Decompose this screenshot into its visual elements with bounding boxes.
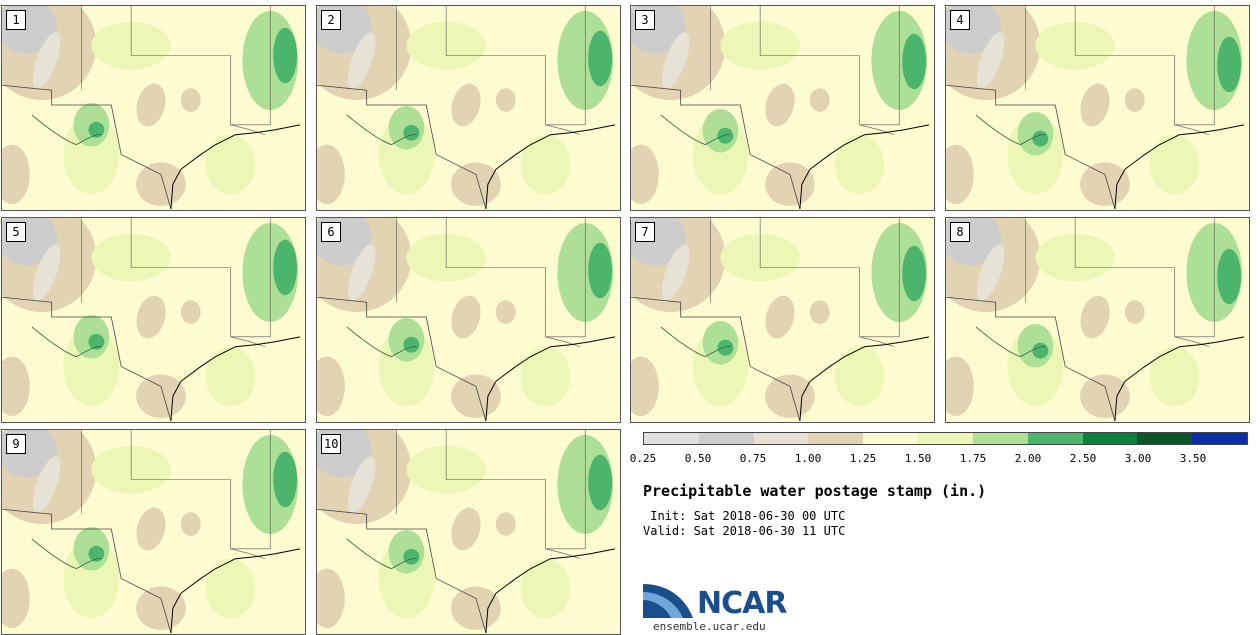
member-number-label: 7 xyxy=(635,222,655,242)
colorbar-tick-label: 1.00 xyxy=(794,452,822,465)
colorbar-swatch xyxy=(918,433,973,444)
init-time: Init: Sat 2018-06-30 00 UTC xyxy=(643,509,846,523)
ncar-logo-icon xyxy=(643,584,693,618)
ncar-logo-text: NCAR xyxy=(697,586,787,621)
colorbar-swatch xyxy=(698,433,754,444)
ensemble-member-panel: 2 xyxy=(316,5,621,211)
ensemble-member-panel: 8 xyxy=(945,217,1250,423)
ensemble-member-panel: 9 xyxy=(1,429,306,635)
member-number-label: 1 xyxy=(6,10,26,30)
colorbar-swatch xyxy=(1027,433,1083,444)
logo-url: ensemble.ucar.edu xyxy=(653,620,766,633)
member-number-label: 8 xyxy=(950,222,970,242)
figure-title: Precipitable water postage stamp (in.) xyxy=(643,482,987,500)
colorbar-tick-label: 0.50 xyxy=(684,452,712,465)
colorbar-swatch xyxy=(1192,433,1247,444)
member-number-label: 5 xyxy=(6,222,26,242)
member-number-label: 9 xyxy=(6,434,26,454)
colorbar-swatch xyxy=(1082,433,1138,444)
colorbar-swatch xyxy=(972,433,1028,444)
ensemble-member-panel: 6 xyxy=(316,217,621,423)
ensemble-member-panel: 5 xyxy=(1,217,306,423)
ensemble-member-panel: 10 xyxy=(316,429,621,635)
colorbar-tick-label: 2.00 xyxy=(1014,452,1042,465)
member-number-label: 4 xyxy=(950,10,970,30)
member-number-label: 3 xyxy=(635,10,655,30)
valid-time: Valid: Sat 2018-06-30 11 UTC xyxy=(643,524,846,538)
colorbar-tick-label: 1.50 xyxy=(904,452,932,465)
ensemble-member-panel: 4 xyxy=(945,5,1250,211)
member-number-label: 10 xyxy=(321,434,342,454)
colorbar-swatch xyxy=(753,433,809,444)
colorbar-tick-label: 3.50 xyxy=(1179,452,1207,465)
colorbar-tick-label: 1.25 xyxy=(849,452,877,465)
ensemble-member-panel: 1 xyxy=(1,5,306,211)
member-number-label: 2 xyxy=(321,10,341,30)
colorbar-swatch xyxy=(808,433,864,444)
colorbar-swatch xyxy=(1137,433,1193,444)
colorbar-tick-label: 2.50 xyxy=(1069,452,1097,465)
colorbar-tick-label: 0.75 xyxy=(739,452,767,465)
colorbar-swatch xyxy=(863,433,919,444)
colorbar-tick-label: 0.25 xyxy=(629,452,657,465)
colorbar-tick-label: 1.75 xyxy=(959,452,987,465)
colorbar-swatch xyxy=(644,433,699,444)
ensemble-member-panel: 3 xyxy=(630,5,935,211)
colorbar xyxy=(643,432,1248,445)
colorbar-tick-label: 3.00 xyxy=(1124,452,1152,465)
ensemble-member-panel: 7 xyxy=(630,217,935,423)
member-number-label: 6 xyxy=(321,222,341,242)
